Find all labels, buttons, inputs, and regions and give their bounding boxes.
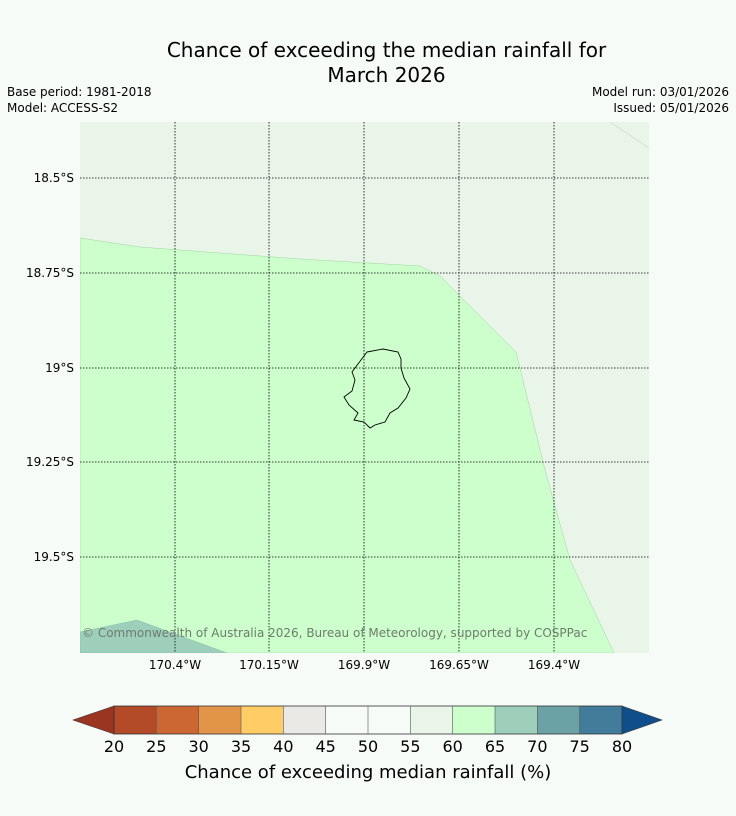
colorbar-tick-label: 45 (315, 737, 335, 756)
lon-label: 170.15°W (239, 658, 299, 672)
colorbar-tick-label: 60 (442, 737, 462, 756)
colorbar-segment (198, 706, 242, 734)
colorbar-tick-label: 80 (612, 737, 632, 756)
model-name: Model: ACCESS-S2 (7, 101, 119, 115)
colorbar-segment (452, 706, 496, 734)
map-title: Chance of exceeding the median rainfall … (0, 38, 736, 88)
colorbar-tick-label: 25 (146, 737, 166, 756)
colorbar-segment (156, 706, 199, 734)
colorbar-ticks: 20 25 30 35 40 45 50 55 60 65 70 75 80 (104, 706, 632, 756)
colorbar-tick-label: 40 (273, 737, 293, 756)
colorbar-tick-label: 20 (104, 737, 124, 756)
island-outline (343, 348, 411, 429)
colorbar-segment (325, 706, 369, 734)
colorbar-tick-label: 70 (527, 737, 547, 756)
lat-label: 18.75°S (26, 266, 74, 280)
band-65-70-area (80, 619, 228, 653)
lat-label: 18.5°S (34, 171, 74, 185)
colorbar-segment (241, 706, 284, 734)
lon-labels: 170.4°W 170.15°W 169.9°W 169.65°W 169.4°… (149, 658, 580, 672)
map-area: © Commonwealth of Australia 2026, Bureau… (80, 122, 649, 653)
model-run: Model run: 03/01/2026 (591, 85, 729, 99)
colorbar-under-arrow (72, 705, 115, 735)
colorbar-segment (495, 706, 538, 734)
colorbar-segment (410, 706, 453, 734)
colorbar-segment (283, 706, 326, 734)
colorbar-segment (368, 706, 411, 734)
colorbar: 20 25 30 35 40 45 50 55 60 65 70 75 80 Chance of exc… (72, 705, 663, 783)
lon-label: 170.4°W (149, 658, 201, 672)
colorbar-over-arrow (621, 705, 663, 735)
lat-label: 19°S (45, 361, 74, 375)
lon-label: 169.4°W (528, 658, 580, 672)
meta-left: Base period: 1981-2018 Model: ACCESS-S2 (7, 84, 152, 116)
colorbar-tick-label: 35 (231, 737, 251, 756)
lon-label: 169.9°W (338, 658, 390, 672)
colorbar-segment (537, 706, 580, 734)
colorbar-tick-label: 50 (358, 737, 378, 756)
lat-label: 19.5°S (34, 550, 74, 564)
graticule (80, 122, 649, 653)
title-line-2: March 2026 (327, 63, 446, 87)
colorbar-tick-label: 55 (400, 737, 420, 756)
band-60-65-area (80, 237, 615, 653)
meta-right: Model run: 03/01/2026 Issued: 05/01/2026 (592, 84, 729, 116)
lon-label: 169.65°W (429, 658, 489, 672)
colorbar-tick-label: 65 (485, 737, 505, 756)
issued-date: Issued: 05/01/2026 (613, 101, 729, 115)
colorbar-tick-label: 30 (188, 737, 208, 756)
lat-labels: 18.5°S 18.75°S 19°S 19.25°S 19.5°S (26, 171, 74, 564)
colorbar-tick-label: 75 (569, 737, 589, 756)
copyright-text: © Commonwealth of Australia 2026, Bureau… (82, 626, 587, 640)
colorbar-segment (579, 706, 623, 734)
contour-top-right (609, 122, 649, 149)
base-period: Base period: 1981-2018 (7, 85, 152, 99)
lat-label: 19.25°S (26, 455, 74, 469)
colorbar-label: Chance of exceeding median rainfall (%) (185, 762, 552, 783)
title-line-1: Chance of exceeding the median rainfall … (166, 38, 607, 62)
colorbar-segment (114, 706, 157, 734)
colorbar-segments (114, 706, 623, 734)
